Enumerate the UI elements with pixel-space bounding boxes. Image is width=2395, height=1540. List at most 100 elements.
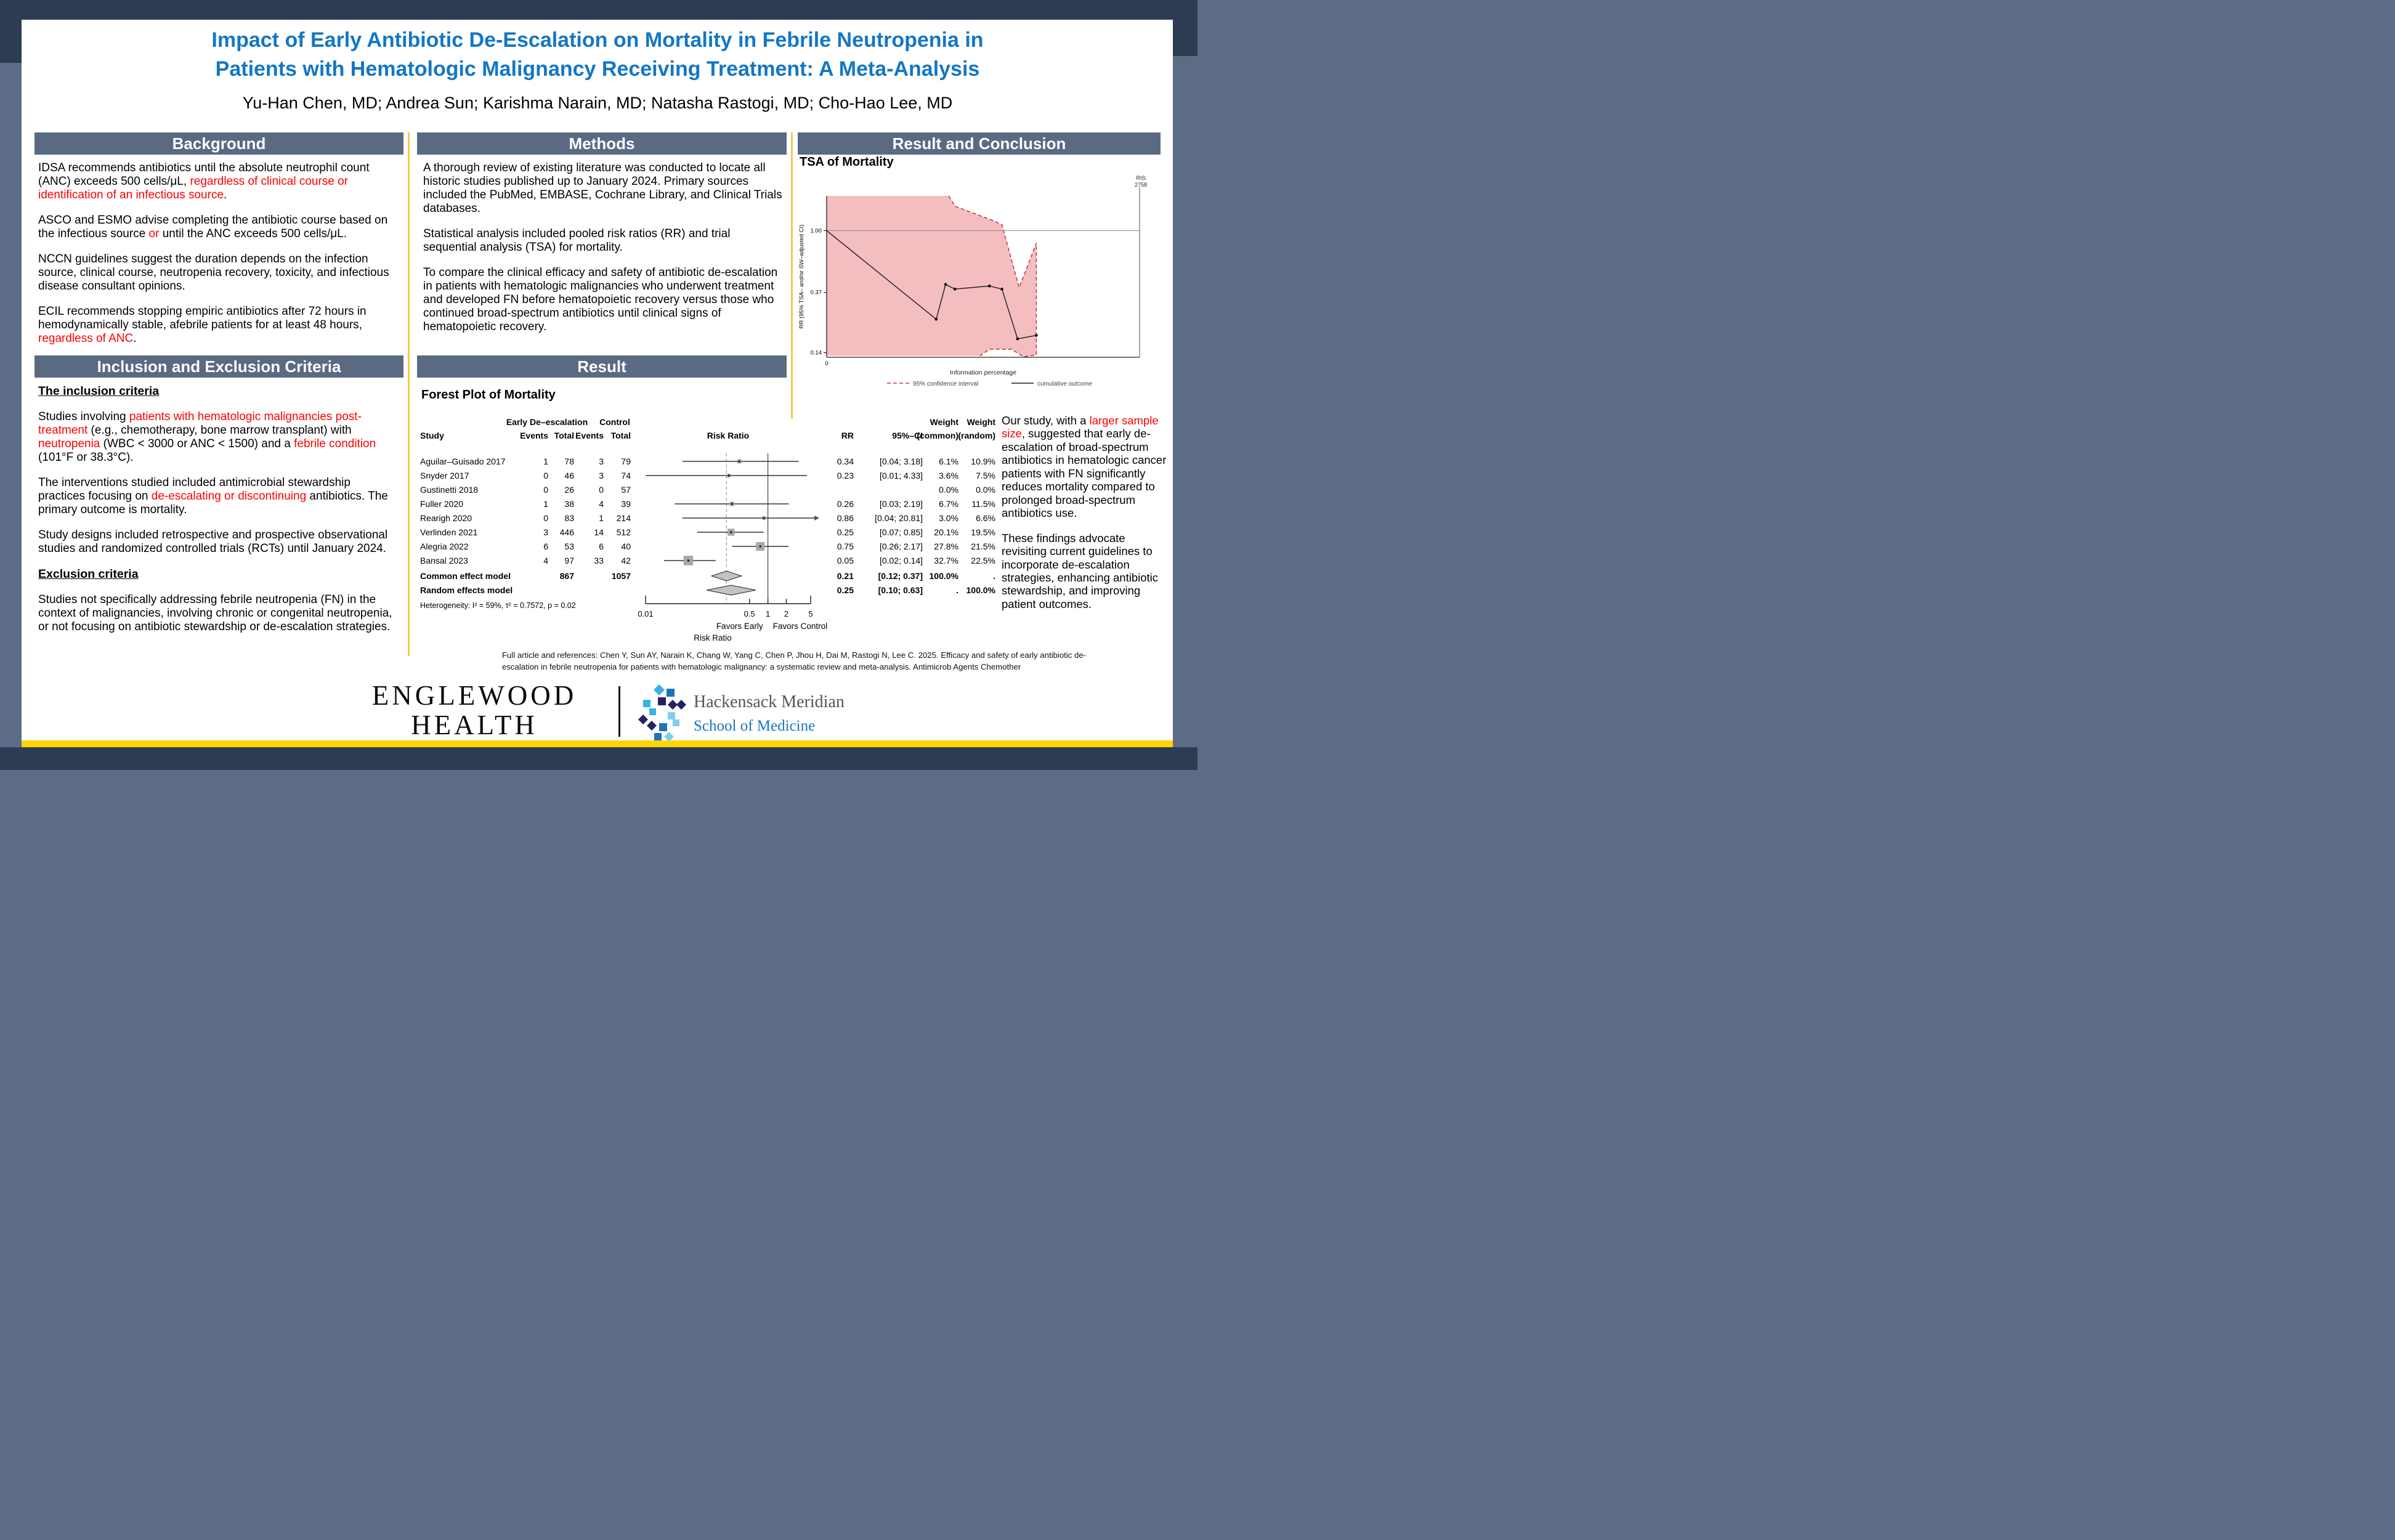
svg-text:46: 46 (564, 471, 574, 480)
school-of-medicine-label: School of Medicine (694, 718, 816, 734)
svg-text:1.00: 1.00 (811, 227, 822, 234)
svg-text:Study: Study (420, 431, 444, 440)
subheading: The inclusion criteria (38, 384, 160, 398)
svg-text:Bansal 2023: Bansal 2023 (420, 556, 468, 565)
svg-text:Total: Total (611, 431, 631, 440)
svg-text:100.0%: 100.0% (930, 571, 959, 581)
svg-text:Risk Ratio: Risk Ratio (707, 431, 749, 440)
svg-text:(random): (random) (958, 431, 995, 440)
tsa-chart: 1.00 0.37 0.14 RIS:2758 RR (95% TSA– and/or … (798, 175, 1147, 387)
column-divider-right (791, 132, 793, 419)
svg-text:RIS:: RIS: (1136, 175, 1147, 181)
paragraph: ASCO and ESMO advise completing the anti… (38, 214, 388, 241)
svg-text:[0.04; 3.18]: [0.04; 3.18] (880, 456, 923, 466)
svg-text:10.9%: 10.9% (971, 456, 995, 466)
svg-text:[0.12; 0.37]: [0.12; 0.37] (878, 571, 923, 581)
svg-text:[0.01; 4.33]: [0.01; 4.33] (880, 471, 923, 480)
svg-text:5: 5 (808, 609, 813, 618)
paragraph: Study designs included retrospective and… (38, 528, 388, 555)
svg-text:.: . (993, 571, 995, 581)
svg-text:6: 6 (543, 541, 548, 551)
svg-text:214: 214 (617, 513, 631, 523)
svg-text:Risk Ratio: Risk Ratio (694, 633, 732, 642)
paragraph: Statistical analysis included pooled ris… (423, 227, 731, 254)
svg-text:22.5%: 22.5% (971, 556, 995, 565)
svg-text:Weight: Weight (930, 417, 959, 427)
svg-text:95%–CI: 95%–CI (892, 431, 923, 440)
poster-title: Impact of Early Antibiotic De-Escalation… (74, 26, 1121, 84)
svg-text:Aguilar–Guisado 2017: Aguilar–Guisado 2017 (420, 456, 506, 466)
svg-text:78: 78 (564, 456, 574, 466)
svg-text:Rearigh 2020: Rearigh 2020 (420, 513, 472, 523)
hackensack-meridian-logo-text: Hackensack Meridian School of Medicine (694, 692, 845, 735)
subheading: Exclusion criteria (38, 567, 139, 581)
svg-text:Favors Control: Favors Control (773, 622, 828, 631)
svg-text:(common): (common) (917, 431, 958, 440)
section-header-result: Result (417, 355, 787, 378)
frame-left-corner (0, 0, 22, 63)
svg-text:Random effects model: Random effects model (420, 585, 513, 595)
svg-text:Gustinetti 2018: Gustinetti 2018 (420, 485, 478, 495)
svg-text:21.5%: 21.5% (971, 541, 995, 551)
paragraph: IDSA recommends antibiotics until the ab… (38, 161, 370, 202)
section-header-methods: Methods (417, 132, 787, 155)
svg-text:0: 0 (543, 485, 548, 495)
background-body: IDSA recommends antibiotics until the ab… (38, 161, 400, 357)
svg-text:.: . (956, 585, 958, 595)
svg-text:0: 0 (543, 471, 548, 480)
svg-text:1: 1 (543, 499, 548, 509)
svg-text:1057: 1057 (612, 571, 631, 581)
paragraph: These findings advocate revisiting curre… (1002, 531, 1159, 610)
svg-text:3.6%: 3.6% (939, 471, 958, 480)
svg-text:cumulative outcome: cumulative outcome (1037, 381, 1092, 387)
svg-text:11.5%: 11.5% (971, 499, 995, 509)
svg-text:100.0%: 100.0% (967, 585, 996, 595)
forest-plot-title: Forest Plot of Mortality (421, 388, 556, 402)
svg-text:Favors Early: Favors Early (716, 622, 763, 631)
svg-text:1: 1 (766, 609, 770, 618)
svg-text:57: 57 (621, 485, 631, 495)
frame-bottom-band (0, 747, 1198, 770)
svg-text:3: 3 (599, 456, 604, 466)
svg-text:0: 0 (825, 360, 828, 367)
svg-text:3: 3 (543, 527, 548, 537)
svg-text:RR (95% TSA– and/or SW–adjuste: RR (95% TSA– and/or SW–adjusted CI) (798, 225, 805, 329)
svg-text:[0.10; 0.63]: [0.10; 0.63] (878, 585, 923, 595)
svg-text:32.7%: 32.7% (934, 556, 958, 565)
svg-text:0.01: 0.01 (638, 609, 653, 618)
svg-text:Events: Events (520, 431, 548, 440)
svg-text:7.5%: 7.5% (976, 471, 995, 480)
svg-text:0.25: 0.25 (837, 585, 854, 595)
svg-text:6: 6 (599, 541, 604, 551)
paragraph: The interventions studied included antim… (38, 476, 388, 516)
svg-text:[0.02; 0.14]: [0.02; 0.14] (880, 556, 923, 565)
svg-text:0.14: 0.14 (811, 350, 822, 357)
svg-text:33: 33 (594, 556, 604, 565)
svg-text:19.5%: 19.5% (971, 527, 995, 537)
svg-text:Verlinden 2021: Verlinden 2021 (420, 527, 478, 537)
svg-text:0.0%: 0.0% (976, 485, 995, 495)
svg-text:0.25: 0.25 (837, 527, 854, 537)
svg-text:95% confidence interval: 95% confidence interval (913, 381, 978, 387)
svg-text:79: 79 (621, 456, 631, 466)
section-header-criteria: Inclusion and Exclusion Criteria (34, 355, 403, 378)
svg-text:0: 0 (599, 485, 604, 495)
svg-text:0.5: 0.5 (744, 609, 755, 618)
svg-text:0.75: 0.75 (837, 541, 854, 551)
paragraph: To compare the clinical efficacy and saf… (423, 266, 778, 334)
englewood-health-logo: ENGLEWOOD HEALTH (333, 681, 616, 740)
svg-text:26: 26 (564, 485, 574, 495)
svg-text:512: 512 (617, 527, 631, 537)
svg-text:42: 42 (621, 556, 631, 565)
svg-text:83: 83 (564, 513, 574, 523)
svg-text:Events: Events (575, 431, 604, 440)
svg-text:0.21: 0.21 (837, 571, 854, 581)
svg-text:4: 4 (543, 556, 548, 565)
svg-text:3.0%: 3.0% (939, 513, 958, 523)
svg-text:Early De–escalation: Early De–escalation (506, 417, 588, 427)
footer-yellow-stripe (22, 740, 1173, 747)
englewood-logo-line1: ENGLEWOOD (371, 680, 577, 711)
svg-text:0.0%: 0.0% (939, 485, 958, 495)
svg-text:1: 1 (543, 456, 548, 466)
svg-text:20.1%: 20.1% (934, 527, 958, 537)
